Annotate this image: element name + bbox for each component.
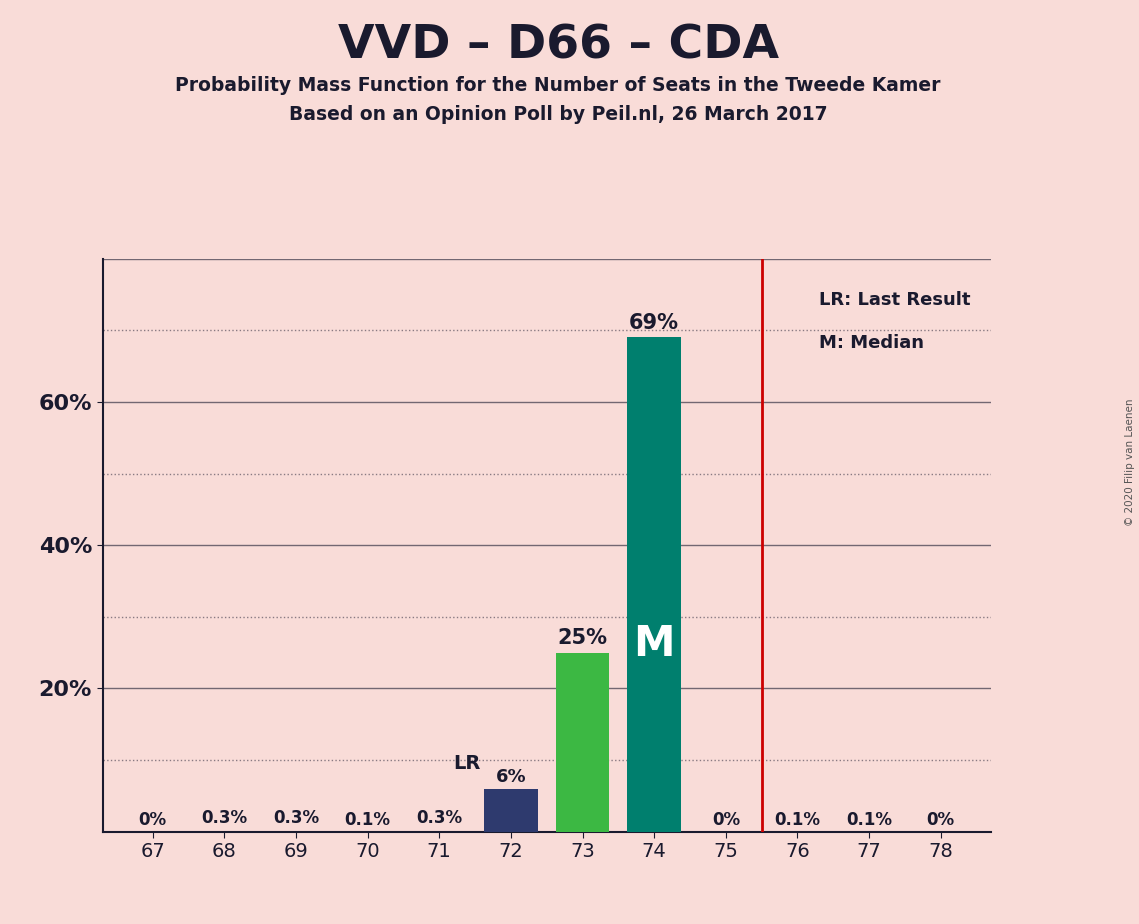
Text: 0.1%: 0.1% <box>775 810 820 829</box>
Text: 0.1%: 0.1% <box>345 810 391 829</box>
Text: 0%: 0% <box>712 810 740 829</box>
Text: 0.1%: 0.1% <box>846 810 892 829</box>
Text: Based on an Opinion Poll by Peil.nl, 26 March 2017: Based on an Opinion Poll by Peil.nl, 26 … <box>289 105 827 125</box>
Bar <box>484 788 538 832</box>
Text: 69%: 69% <box>629 313 679 334</box>
Text: M: Median: M: Median <box>819 334 924 352</box>
Text: 0%: 0% <box>927 810 954 829</box>
Text: © 2020 Filip van Laenen: © 2020 Filip van Laenen <box>1125 398 1134 526</box>
Text: 0%: 0% <box>139 810 166 829</box>
Bar <box>556 652 609 832</box>
Text: Probability Mass Function for the Number of Seats in the Tweede Kamer: Probability Mass Function for the Number… <box>175 76 941 95</box>
Bar <box>628 337 681 832</box>
Text: 25%: 25% <box>558 628 607 649</box>
Text: M: M <box>633 623 675 665</box>
Text: 0.3%: 0.3% <box>273 809 319 827</box>
Text: 0.3%: 0.3% <box>416 809 462 827</box>
Text: VVD – D66 – CDA: VVD – D66 – CDA <box>337 23 779 68</box>
Text: 6%: 6% <box>495 768 526 785</box>
Text: LR: Last Result: LR: Last Result <box>819 291 970 309</box>
Text: 0.3%: 0.3% <box>202 809 247 827</box>
Text: LR: LR <box>453 754 481 773</box>
